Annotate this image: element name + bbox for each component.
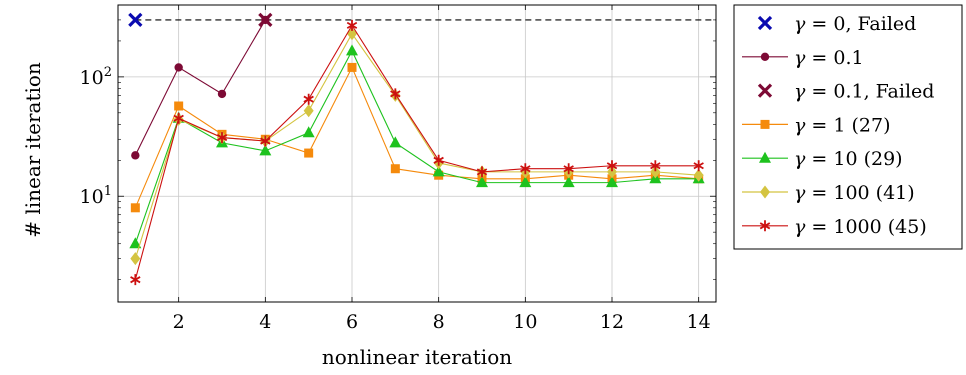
- data-point: [131, 151, 140, 160]
- x-tick-label: 10: [513, 311, 537, 333]
- data-point: [693, 160, 704, 172]
- plot-frame: [117, 4, 717, 303]
- legend-label: γ = 0, Failed: [794, 13, 916, 35]
- series-6: [130, 19, 704, 286]
- data-point: [650, 165, 661, 179]
- x-tick-label: 14: [687, 311, 711, 333]
- legend: γ = 0, Failed γ = 0.1 γ = 0.1, Failed γ = 1…: [733, 4, 963, 250]
- data-point: [433, 154, 444, 166]
- legend-label: γ = 100 (41): [794, 182, 915, 204]
- data-point: [562, 176, 575, 188]
- data-point: [347, 62, 357, 72]
- legend-label: γ = 0.1: [794, 47, 864, 69]
- legend-entry: γ = 100 (41): [742, 182, 915, 204]
- legend-marker: [760, 52, 770, 61]
- x-tick-label: 2: [173, 311, 185, 333]
- data-point: [347, 27, 357, 41]
- data-point: [346, 44, 358, 56]
- x-tick-label: 12: [600, 311, 624, 333]
- legend-entry: γ = 1 (27): [742, 114, 891, 136]
- data-point: [174, 101, 184, 111]
- data-point: [606, 160, 618, 172]
- data-point: [390, 88, 401, 100]
- data-point: [130, 203, 140, 213]
- x-tick-label: 4: [259, 311, 271, 333]
- data-point: [217, 89, 227, 99]
- y-tick-label: 102: [80, 65, 112, 89]
- data-point: [130, 274, 141, 286]
- legend-marker: [757, 83, 773, 98]
- data-point: [304, 148, 314, 158]
- y-axis-label: # linear iteration: [21, 62, 45, 238]
- legend-entry: γ = 10 (29): [742, 148, 903, 170]
- data-point: [346, 19, 358, 31]
- legend-marker: [759, 151, 771, 163]
- series-1: [131, 15, 270, 160]
- x-tick-label: 8: [433, 311, 445, 333]
- data-point: [174, 63, 183, 72]
- x-axis-label: nonlinear iteration: [322, 345, 512, 369]
- data-point: [302, 126, 315, 138]
- y-tick-label: 101: [80, 184, 112, 208]
- data-point: [389, 136, 402, 148]
- series-line: [134, 66, 699, 209]
- ticks: 2 4 6 8 10 12 14 101 102: [80, 4, 716, 333]
- data-point: [259, 144, 272, 156]
- data-point: [607, 165, 617, 179]
- legend-entry: γ = 1000 (45): [742, 216, 927, 238]
- series-line: [134, 49, 699, 244]
- data-point: [476, 176, 488, 188]
- series-line: [134, 19, 266, 156]
- legend-label: γ = 1 (27): [794, 114, 891, 136]
- legend-label: γ = 1000 (45): [794, 216, 927, 238]
- legend-entry: γ = 0, Failed: [757, 13, 916, 35]
- x-tick-label: 6: [346, 311, 358, 333]
- legend-marker: [760, 119, 770, 129]
- legend-marker: [760, 185, 770, 199]
- legend-marker: [759, 220, 771, 232]
- data-point: [606, 176, 618, 188]
- data-point: [476, 166, 488, 178]
- data-point: [520, 163, 531, 175]
- data-point: [173, 112, 184, 124]
- data-point: [650, 160, 661, 172]
- data-point: [129, 237, 142, 249]
- legend-entry: γ = 0.1, Failed: [757, 81, 934, 103]
- data-point: [128, 12, 143, 28]
- legend-label: γ = 0.1, Failed: [794, 81, 934, 103]
- series-3: [130, 62, 704, 213]
- legend-frame: [733, 4, 963, 250]
- series-2: [258, 12, 273, 28]
- data-point: [216, 132, 228, 144]
- data-point: [303, 104, 314, 118]
- data-point: [693, 168, 704, 182]
- legend-entry: γ = 0.1: [742, 47, 864, 69]
- legend-label: γ = 10 (29): [794, 148, 903, 170]
- legend-marker: [757, 15, 773, 31]
- data-point: [260, 135, 271, 147]
- data-point: [390, 164, 400, 174]
- data-point: [519, 176, 532, 188]
- series-0: [128, 12, 143, 28]
- data-point: [258, 12, 273, 28]
- series-5: [130, 27, 704, 266]
- data-point: [563, 163, 574, 175]
- data-point: [130, 252, 141, 266]
- grid: [118, 5, 716, 302]
- series-layer: [128, 12, 705, 286]
- series-line: [134, 24, 699, 280]
- data-point: [303, 93, 314, 105]
- series-4: [129, 44, 705, 249]
- data-point: [432, 165, 445, 177]
